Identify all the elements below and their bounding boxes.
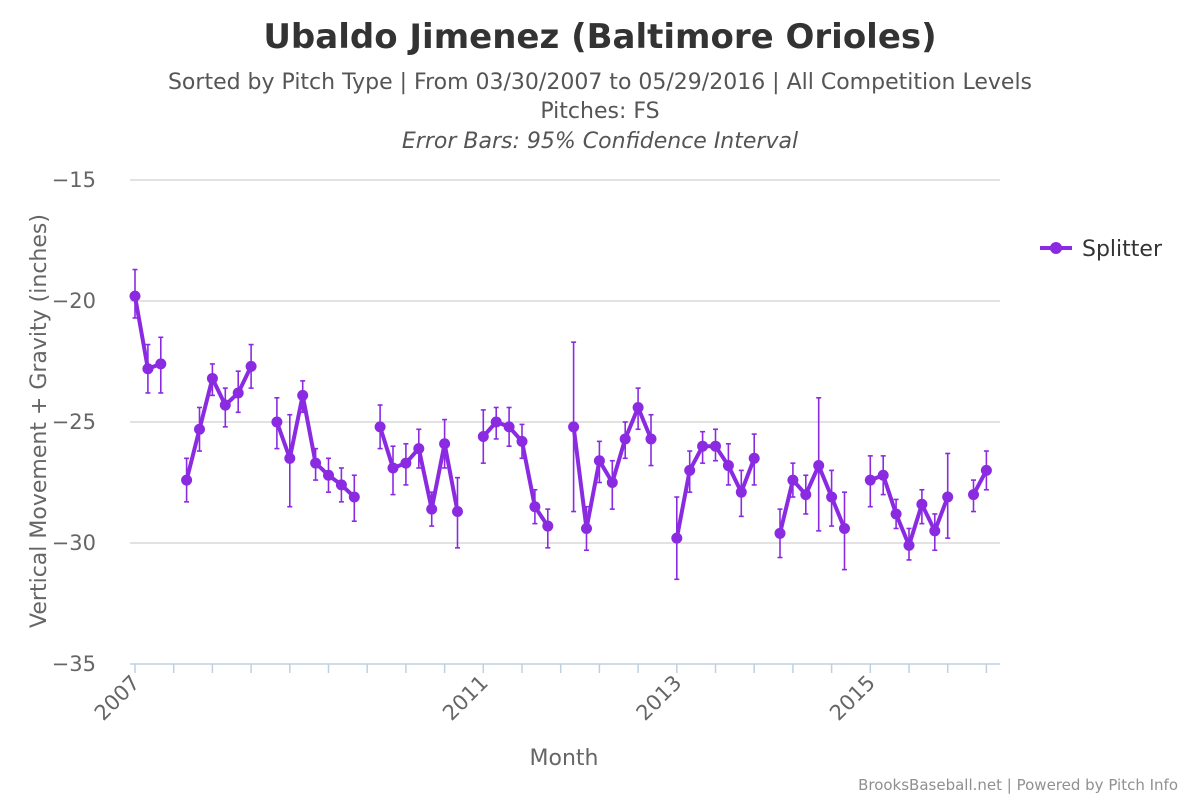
data-point[interactable] <box>864 474 876 486</box>
data-point[interactable] <box>542 520 554 532</box>
data-point[interactable] <box>426 503 438 515</box>
data-point[interactable] <box>581 522 592 534</box>
legend-item-splitter[interactable]: Splitter <box>1040 237 1163 262</box>
data-point[interactable] <box>439 438 451 450</box>
data-point[interactable] <box>374 421 386 433</box>
chart-title: Ubaldo Jimenez (Baltimore Orioles) <box>263 17 936 57</box>
data-point[interactable] <box>413 443 425 455</box>
data-point[interactable] <box>942 491 954 503</box>
data-point[interactable] <box>477 431 489 443</box>
x-tick-label: 2011 <box>438 671 493 726</box>
data-point[interactable] <box>774 527 786 539</box>
legend-label-splitter: Splitter <box>1082 237 1163 262</box>
data-point[interactable] <box>503 421 515 433</box>
credits-text[interactable]: BrooksBaseball.net | Powered by Pitch In… <box>858 776 1178 794</box>
x-axis-title: Month <box>530 746 599 771</box>
series-line-segment <box>184 364 254 483</box>
legend-dot-marker <box>1050 242 1062 254</box>
series-points <box>129 290 992 551</box>
data-point[interactable] <box>632 401 644 413</box>
data-point[interactable] <box>593 455 605 467</box>
data-point[interactable] <box>194 423 205 435</box>
chart-subtitle-line-3: Error Bars: 95% Confidence Interval <box>402 129 798 154</box>
x-tick-label: 2015 <box>825 671 880 726</box>
data-point[interactable] <box>232 387 244 399</box>
data-point[interactable] <box>813 460 825 472</box>
data-point[interactable] <box>323 469 334 481</box>
data-point[interactable] <box>722 460 734 472</box>
series-line-segment <box>133 294 163 371</box>
data-point[interactable] <box>529 501 541 513</box>
data-point[interactable] <box>516 435 528 447</box>
data-point[interactable] <box>877 469 889 481</box>
data-point[interactable] <box>452 506 463 518</box>
data-point[interactable] <box>748 452 760 464</box>
data-point[interactable] <box>400 457 412 469</box>
data-point[interactable] <box>297 389 309 401</box>
data-point[interactable] <box>155 358 167 370</box>
data-point[interactable] <box>645 433 657 445</box>
data-point[interactable] <box>903 539 915 551</box>
chart-subtitle-line-2: Pitches: FS <box>540 99 659 124</box>
data-point[interactable] <box>697 440 709 452</box>
y-tick-label: −30 <box>52 531 96 555</box>
data-point[interactable] <box>929 525 941 537</box>
data-point[interactable] <box>710 440 721 452</box>
data-point[interactable] <box>684 464 696 476</box>
data-point[interactable] <box>348 491 360 503</box>
y-axis-title: Vertical Movement + Gravity (inches) <box>27 214 52 628</box>
data-point[interactable] <box>800 489 812 501</box>
data-point[interactable] <box>490 416 502 428</box>
chart-subtitle-line-1: Sorted by Pitch Type | From 03/30/2007 t… <box>168 70 1032 95</box>
data-point[interactable] <box>890 508 902 520</box>
x-axis-ticks: 2007 2011 2013 2015 <box>90 664 988 726</box>
x-tick-label: 2013 <box>632 671 687 726</box>
data-point[interactable] <box>568 421 580 433</box>
error-bars <box>132 268 989 581</box>
data-point[interactable] <box>271 416 283 428</box>
y-tick-label: −35 <box>52 652 96 676</box>
data-point[interactable] <box>387 462 399 474</box>
data-point[interactable] <box>619 433 631 445</box>
data-point[interactable] <box>826 491 838 503</box>
y-tick-label: −25 <box>52 410 96 434</box>
series-line-segment <box>778 463 847 536</box>
data-point[interactable] <box>735 486 747 498</box>
y-tick-label: −15 <box>52 168 96 192</box>
data-point[interactable] <box>284 452 296 464</box>
data-point[interactable] <box>916 498 928 510</box>
y-tick-label: −20 <box>52 289 96 313</box>
data-point[interactable] <box>335 479 347 491</box>
data-point[interactable] <box>310 457 322 469</box>
series-lines <box>133 294 989 548</box>
y-axis-tick-labels: −15 −20 −25 −30 −35 <box>52 168 96 676</box>
data-point[interactable] <box>245 360 257 372</box>
data-point[interactable] <box>129 290 141 302</box>
data-point[interactable] <box>968 489 979 501</box>
data-point[interactable] <box>181 474 193 486</box>
data-point[interactable] <box>839 522 850 534</box>
x-tick-label: 2007 <box>90 671 145 726</box>
data-point[interactable] <box>671 532 683 544</box>
data-point[interactable] <box>606 477 618 488</box>
data-point[interactable] <box>219 399 231 411</box>
data-point[interactable] <box>142 363 154 375</box>
data-point[interactable] <box>206 372 218 384</box>
data-point[interactable] <box>980 464 992 476</box>
data-point[interactable] <box>787 474 799 486</box>
